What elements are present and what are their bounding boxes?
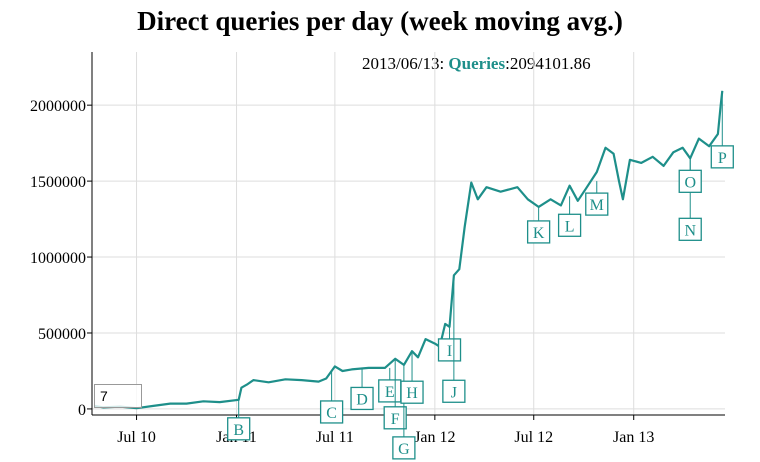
series-layer <box>94 90 724 410</box>
annotation-label: B <box>233 422 244 439</box>
annotation-flag-e[interactable]: E <box>378 379 402 403</box>
legend: 2013/06/13: Queries:2094101.86 <box>362 54 591 74</box>
annotation-flag-f[interactable]: F <box>383 406 407 430</box>
annotation-label: K <box>533 225 545 242</box>
annotation-flag-k[interactable]: K <box>526 220 551 244</box>
annotation-label: O <box>684 174 696 191</box>
annotation-flag-l[interactable]: L <box>557 213 582 237</box>
annotation-label: D <box>356 391 368 408</box>
annotation-flag-b[interactable]: B <box>227 417 251 441</box>
annotation-box <box>392 436 416 460</box>
legend-value: 2094101.86 <box>509 54 591 73</box>
annotation-flag-p[interactable]: P <box>710 145 734 169</box>
x-tick-label: Jan 13 <box>613 429 654 446</box>
annotation-flag-n[interactable]: N <box>678 217 702 241</box>
annotation-flag-m[interactable]: M <box>585 192 609 216</box>
y-tick-label: 0 <box>78 402 86 419</box>
annotation-label: J <box>451 384 457 401</box>
x-tick-label: Jan 12 <box>414 429 455 446</box>
annotation-label: E <box>385 384 395 401</box>
annotation-box <box>526 220 551 244</box>
annotation-label: P <box>718 150 727 167</box>
chart-title: Direct queries per day (week moving avg.… <box>137 6 623 36</box>
annotation-label: C <box>326 405 337 422</box>
x-tick-label: Jul 11 <box>316 429 354 446</box>
annotation-label: N <box>684 222 696 239</box>
annotations-layer: B C D EFG H I J K LM N O P <box>227 90 734 460</box>
legend-date: 2013/06/13: <box>362 54 445 73</box>
annotation-box <box>319 400 344 424</box>
series-line-queries <box>94 90 724 410</box>
annotation-label: F <box>391 411 400 428</box>
legend-series-name: Queries <box>448 54 506 73</box>
annotation-label: I <box>447 343 452 360</box>
annotation-flag-g[interactable]: G <box>392 436 416 460</box>
annotation-box <box>350 386 374 411</box>
y-tick-label: 1000000 <box>30 250 86 267</box>
annotation-box <box>585 192 609 216</box>
annotation-box <box>710 145 734 169</box>
annotation-flag-c[interactable]: C <box>319 400 344 424</box>
annotation-label: M <box>590 197 604 214</box>
annotation-label: L <box>565 218 575 235</box>
annotation-label: G <box>398 441 410 458</box>
legend-colon: : <box>505 54 510 73</box>
annotation-flag-i[interactable]: I <box>437 338 462 362</box>
y-tick-label: 2000000 <box>30 98 86 115</box>
annotation-box <box>400 380 424 404</box>
annotation-flag-h[interactable]: H <box>400 380 424 404</box>
annotation-flag-d[interactable]: D <box>350 386 374 411</box>
annotation-box <box>557 213 582 237</box>
x-tick-label: Jul 12 <box>514 429 553 446</box>
x-tick-label: Jul 10 <box>117 429 156 446</box>
y-tick-label: 500000 <box>38 326 86 343</box>
y-tick-label: 1500000 <box>30 174 86 191</box>
annotation-flag-o[interactable]: O <box>678 169 702 193</box>
grid <box>92 52 725 415</box>
annotation-box <box>383 406 407 430</box>
annotation-label: H <box>406 385 418 402</box>
annotation-box <box>227 417 251 441</box>
roll-period-input[interactable] <box>94 384 142 408</box>
annotation-box <box>678 217 702 241</box>
annotation-box <box>437 338 462 362</box>
annotation-flag-j[interactable]: J <box>442 379 466 403</box>
annotation-box <box>442 379 466 403</box>
annotation-box <box>678 169 702 193</box>
axes <box>87 52 725 420</box>
y-tick-labels: 0 500000 1000000 1500000 2000000 <box>30 98 86 419</box>
